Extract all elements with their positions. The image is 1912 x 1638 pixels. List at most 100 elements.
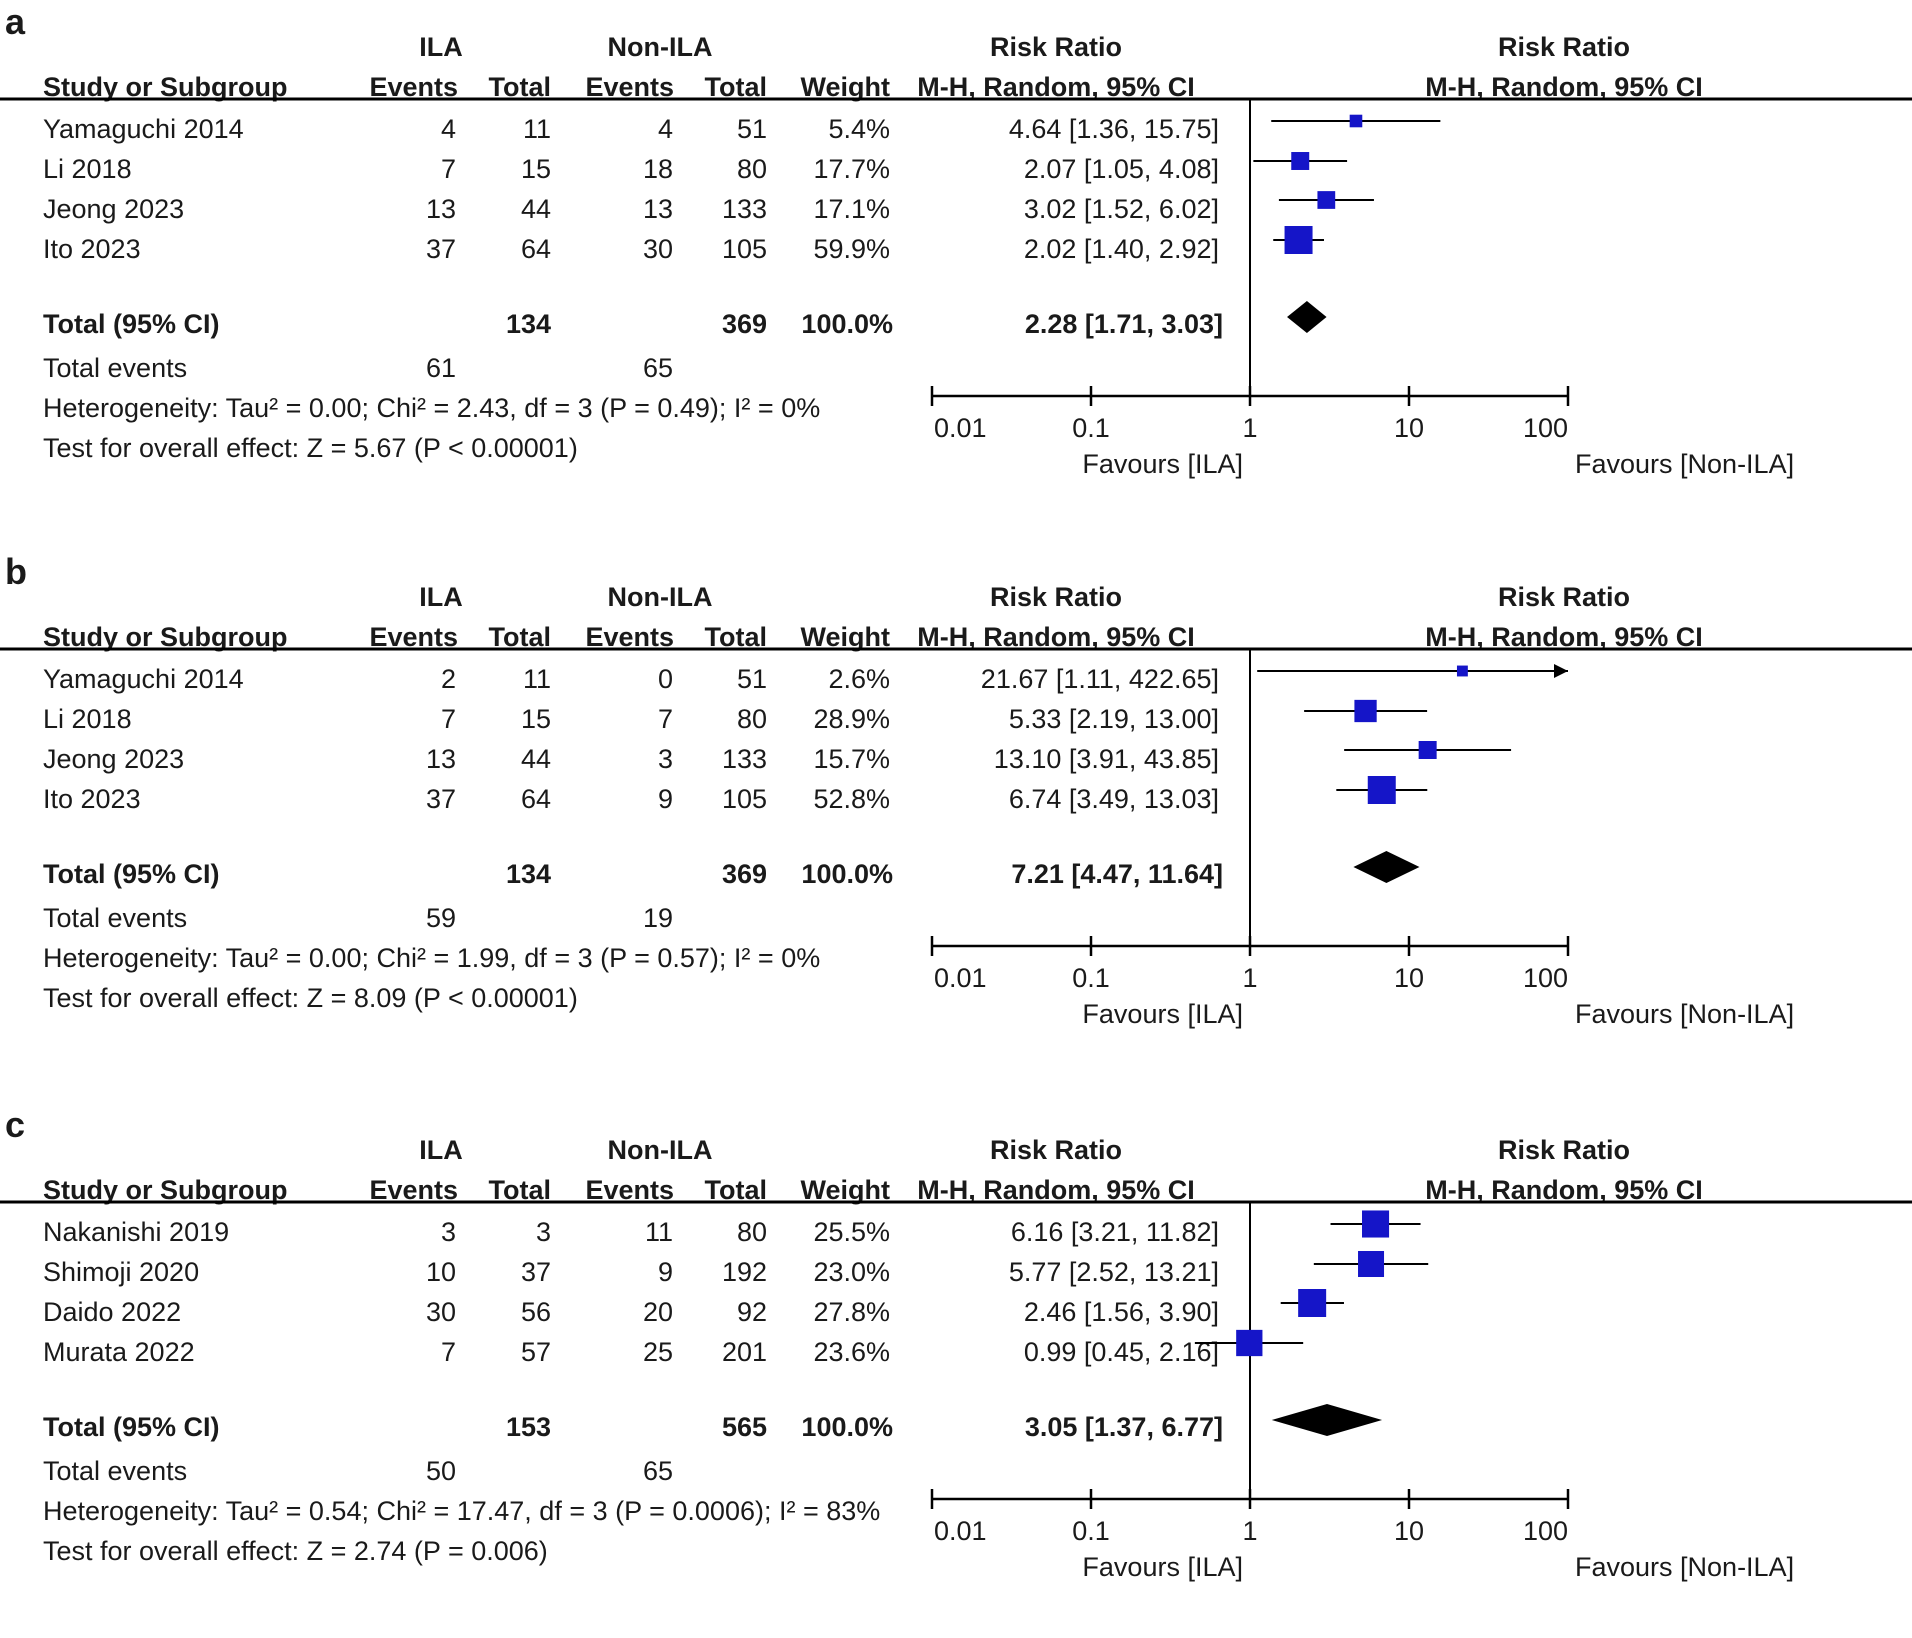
nonila-events-value: 4 xyxy=(658,114,673,144)
ila-total-sum: 153 xyxy=(506,1412,551,1442)
nonila-events-value: 3 xyxy=(658,744,673,774)
study-point-estimate xyxy=(1349,114,1363,128)
group1-header: ILA xyxy=(419,32,463,62)
overall-effect-test: Test for overall effect: Z = 2.74 (P = 0… xyxy=(43,1536,548,1566)
x-axis-tick-label: 0.1 xyxy=(1072,963,1110,993)
nonila-events-value: 25 xyxy=(643,1337,673,1367)
nonila-events-value: 7 xyxy=(658,704,673,734)
nonila-total-header: Total xyxy=(705,1175,768,1205)
risk-ratio-ci-value: 21.67 [1.11, 422.65] xyxy=(981,664,1219,694)
nonila-total-sum: 369 xyxy=(722,309,767,339)
x-axis-tick-label: 1 xyxy=(1242,963,1257,993)
nonila-total-header: Total xyxy=(705,622,768,652)
rr-method-header: M-H, Random, 95% CI xyxy=(917,72,1195,102)
rr-plot-method-header: M-H, Random, 95% CI xyxy=(1425,622,1703,652)
nonila-total-value: 51 xyxy=(737,114,767,144)
heterogeneity-stats: Heterogeneity: Tau² = 0.00; Chi² = 2.43,… xyxy=(43,393,820,423)
ci-overflow-arrow xyxy=(1554,664,1568,678)
weight-value: 52.8% xyxy=(813,784,890,814)
study-name: Nakanishi 2019 xyxy=(43,1217,229,1247)
study-name: Ito 2023 xyxy=(43,234,141,264)
ila-events-value: 4 xyxy=(441,114,456,144)
x-axis-tick-label: 1 xyxy=(1242,1516,1257,1546)
nonila-total-sum: 369 xyxy=(722,859,767,889)
risk-ratio-ci-value: 4.64 [1.36, 15.75] xyxy=(1009,114,1219,144)
panel-label: a xyxy=(5,1,26,42)
weight-value: 2.6% xyxy=(828,664,890,694)
nonila-events-value: 9 xyxy=(658,1257,673,1287)
risk-ratio-ci-value: 5.33 [2.19, 13.00] xyxy=(1009,704,1219,734)
ila-events-header: Events xyxy=(369,1175,458,1205)
weight-header: Weight xyxy=(801,72,891,102)
nonila-total-value: 80 xyxy=(737,1217,767,1247)
ila-events-value: 37 xyxy=(426,784,456,814)
x-axis-tick-label: 100 xyxy=(1523,963,1568,993)
ila-total-value: 15 xyxy=(521,704,551,734)
ila-total-value: 11 xyxy=(523,114,551,144)
nonila-total-value: 92 xyxy=(737,1297,767,1327)
rr-method-header: M-H, Random, 95% CI xyxy=(917,1175,1195,1205)
panel-label: b xyxy=(5,551,27,592)
weight-value: 17.7% xyxy=(813,154,890,184)
ila-events-value: 13 xyxy=(426,194,456,224)
ila-total-header: Total xyxy=(489,72,552,102)
nonila-total-value: 192 xyxy=(722,1257,767,1287)
study-point-estimate xyxy=(1418,741,1437,759)
nonila-events-value: 20 xyxy=(643,1297,673,1327)
ila-total-value: 57 xyxy=(521,1337,551,1367)
rr-method-header: M-H, Random, 95% CI xyxy=(917,622,1195,652)
total-weight: 100.0% xyxy=(801,859,893,889)
weight-value: 15.7% xyxy=(813,744,890,774)
x-axis-tick-label: 100 xyxy=(1523,413,1568,443)
study-name: Li 2018 xyxy=(43,704,132,734)
study-point-estimate xyxy=(1367,776,1396,804)
study-name: Yamaguchi 2014 xyxy=(43,664,244,694)
favours-nonila-label: Favours [Non-ILA] xyxy=(1575,449,1794,479)
risk-ratio-ci-value: 5.77 [2.52, 13.21] xyxy=(1009,1257,1219,1287)
weight-value: 23.6% xyxy=(813,1337,890,1367)
risk-ratio-ci-value: 6.16 [3.21, 11.82] xyxy=(1011,1217,1219,1247)
risk-ratio-ci-value: 13.10 [3.91, 43.85] xyxy=(994,744,1219,774)
panel-label: c xyxy=(5,1104,25,1145)
overall-effect-test: Test for overall effect: Z = 8.09 (P < 0… xyxy=(43,983,578,1013)
study-point-estimate xyxy=(1298,1289,1327,1317)
ila-events-value: 10 xyxy=(426,1257,456,1287)
total-events-label: Total events xyxy=(43,1456,187,1486)
ila-total-value: 44 xyxy=(521,744,551,774)
weight-value: 28.9% xyxy=(813,704,890,734)
weight-value: 25.5% xyxy=(813,1217,890,1247)
favours-ila-label: Favours [ILA] xyxy=(1082,449,1243,479)
x-axis-tick-label: 10 xyxy=(1394,1516,1424,1546)
rr-table-header: Risk Ratio xyxy=(990,582,1122,612)
pooled-estimate-diamond xyxy=(1271,1404,1383,1436)
forest-plot-svg: a ILA Non-ILA Risk Ratio Risk Ratio Study or … xyxy=(0,1,1912,479)
ila-total-value: 64 xyxy=(521,784,551,814)
ila-events-value: 3 xyxy=(441,1217,456,1247)
study-name: Daido 2022 xyxy=(43,1297,181,1327)
risk-ratio-ci-value: 2.46 [1.56, 3.90] xyxy=(1024,1297,1219,1327)
group2-header: Non-ILA xyxy=(608,1135,713,1165)
total-label: Total (95% CI) xyxy=(43,1412,220,1442)
study-point-estimate xyxy=(1358,1250,1385,1278)
nonila-total-value: 80 xyxy=(737,154,767,184)
nonila-events-value: 9 xyxy=(658,784,673,814)
forest-panel-b: b ILA Non-ILA Risk Ratio Risk Ratio Study or … xyxy=(0,550,1912,1080)
pooled-risk-ratio-value: 3.05 [1.37, 6.77] xyxy=(1025,1412,1223,1442)
pooled-risk-ratio-value: 2.28 [1.71, 3.03] xyxy=(1025,309,1223,339)
forest-panel-c: c ILA Non-ILA Risk Ratio Risk Ratio Study or … xyxy=(0,1103,1912,1633)
nonila-events-value: 13 xyxy=(643,194,673,224)
favours-nonila-label: Favours [Non-ILA] xyxy=(1575,1552,1794,1582)
nonila-total-value: 133 xyxy=(722,744,767,774)
rr-plot-method-header: M-H, Random, 95% CI xyxy=(1425,1175,1703,1205)
rr-table-header: Risk Ratio xyxy=(990,32,1122,62)
x-axis-tick-label: 1 xyxy=(1242,413,1257,443)
x-axis-tick-label: 0.01 xyxy=(934,963,987,993)
weight-value: 17.1% xyxy=(813,194,890,224)
nonila-total-events: 19 xyxy=(643,903,673,933)
ila-total-events: 61 xyxy=(426,353,456,383)
ila-events-value: 7 xyxy=(441,1337,456,1367)
ila-events-value: 13 xyxy=(426,744,456,774)
ila-total-events: 59 xyxy=(426,903,456,933)
weight-value: 59.9% xyxy=(813,234,890,264)
study-point-estimate xyxy=(1354,699,1377,723)
